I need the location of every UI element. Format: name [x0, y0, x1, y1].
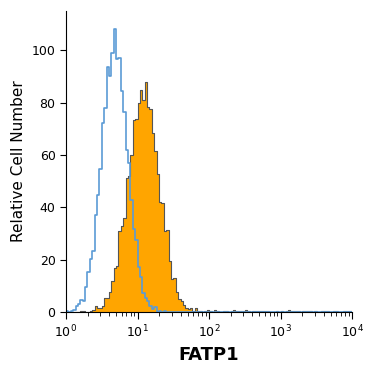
X-axis label: FATP1: FATP1: [179, 346, 240, 364]
Y-axis label: Relative Cell Number: Relative Cell Number: [11, 81, 26, 242]
